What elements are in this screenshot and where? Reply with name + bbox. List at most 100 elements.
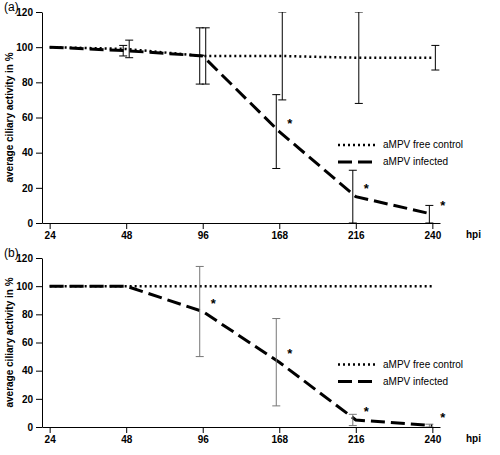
error-bar: [196, 266, 204, 356]
legend-label: aMPV free control: [383, 139, 463, 150]
error-bar: [125, 40, 133, 58]
series-line: [50, 286, 433, 425]
y-tick-label: 0: [27, 218, 33, 229]
error-bar-cap: [349, 414, 357, 415]
x-tick: 168: [271, 223, 288, 241]
panel: 020406080100120244896168216240(a)average…: [4, 0, 481, 241]
y-tick-label: 100: [16, 42, 33, 53]
y-tick: 40: [22, 365, 42, 376]
significance-marker: *: [364, 404, 370, 419]
significance-marker: *: [211, 296, 217, 311]
x-tick: 216: [348, 427, 365, 445]
x-tick-mark: [203, 427, 204, 433]
x-tick-label: 24: [45, 434, 57, 445]
x-axis-line: [43, 427, 441, 428]
x-axis-title: hpi: [466, 433, 481, 444]
error-bar-cap: [349, 170, 357, 171]
x-tick-label: 24: [45, 230, 57, 241]
error-bar-stem: [282, 12, 283, 100]
error-bar: [349, 414, 357, 425]
error-bar-cap: [119, 45, 127, 46]
y-tick-label: 40: [22, 365, 34, 376]
y-tick-label: 120: [16, 7, 33, 18]
y-tick: 80: [22, 309, 42, 320]
x-tick-label: 96: [198, 230, 210, 241]
error-bar-stem: [205, 28, 206, 84]
y-tick: 0: [27, 422, 42, 433]
error-bar-cap: [355, 103, 363, 104]
x-tick: 216: [348, 223, 365, 241]
x-tick: 24: [45, 427, 57, 445]
y-tick-mark: [36, 258, 42, 259]
error-bar-cap: [431, 45, 439, 46]
plot-marks: [50, 266, 434, 427]
x-tick-label: 240: [425, 434, 442, 445]
x-tick-label: 96: [198, 434, 210, 445]
series-line: [50, 47, 433, 214]
x-tick: 96: [198, 223, 210, 241]
x-tick-label: 48: [121, 434, 133, 445]
significance-marker: *: [287, 116, 293, 131]
error-bar: [349, 170, 357, 223]
y-tick: 60: [22, 337, 42, 348]
x-tick: 24: [45, 223, 57, 241]
x-tick: 240: [425, 223, 442, 241]
x-tick-mark: [50, 223, 51, 229]
y-tick-mark: [36, 12, 42, 13]
y-tick-mark: [36, 47, 42, 48]
y-tick-label: 100: [16, 281, 33, 292]
x-tick-label: 48: [121, 230, 133, 241]
error-bar-cap: [355, 12, 363, 13]
y-tick: 40: [22, 147, 42, 158]
error-bar: [425, 205, 433, 223]
y-axis-line: [42, 259, 43, 428]
x-tick: 96: [198, 427, 210, 445]
error-bar-cap: [125, 40, 133, 41]
y-tick-label: 60: [22, 112, 34, 123]
error-bar-cap: [125, 57, 133, 58]
error-bar-cap: [349, 425, 357, 426]
error-bar-stem: [352, 170, 353, 223]
y-tick-mark: [36, 153, 42, 154]
y-axis: 020406080100120: [16, 7, 42, 229]
x-tick-label: 216: [348, 434, 365, 445]
y-tick: 60: [22, 112, 42, 123]
y-tick-mark: [36, 399, 42, 400]
legend-swatch: [338, 160, 378, 163]
y-tick-mark: [36, 286, 42, 287]
error-bar: [431, 45, 439, 70]
x-tick-mark: [279, 427, 280, 433]
y-tick: 120: [16, 7, 42, 18]
error-bar: [119, 45, 127, 56]
x-tick-mark: [356, 223, 357, 229]
y-tick: 100: [16, 42, 42, 53]
panel-title: (b): [4, 246, 19, 260]
y-tick-mark: [36, 82, 42, 83]
y-axis-title: average ciliary activity in %: [4, 277, 15, 407]
series-line: [50, 285, 433, 288]
y-tick-label: 0: [27, 422, 33, 433]
y-tick-label: 60: [22, 337, 34, 348]
error-bar-stem: [352, 414, 353, 425]
y-tick-label: 80: [22, 309, 34, 320]
plot-marks: [50, 12, 440, 223]
y-tick: 0: [27, 218, 42, 229]
error-bar-cap: [431, 70, 439, 71]
error-bar-stem: [199, 266, 200, 356]
y-tick: 80: [22, 77, 42, 88]
error-bar-cap: [196, 266, 204, 267]
y-tick-label: 40: [22, 147, 34, 158]
significance-marker: *: [364, 181, 370, 196]
x-tick-label: 240: [425, 230, 442, 241]
error-bar-cap: [196, 84, 204, 85]
legend-label: aMPV infected: [383, 156, 448, 167]
y-tick-label: 20: [22, 394, 34, 405]
legend-swatch: [338, 363, 378, 366]
x-tick: 240: [425, 427, 442, 445]
error-bar: [272, 319, 280, 406]
x-tick-mark: [432, 223, 433, 229]
panel: 020406080100120244896168216240(b)average…: [4, 246, 481, 445]
error-bar: [196, 28, 204, 84]
chart-root: 020406080100120244896168216240(a)average…: [0, 0, 500, 455]
error-bar-cap: [119, 55, 127, 56]
